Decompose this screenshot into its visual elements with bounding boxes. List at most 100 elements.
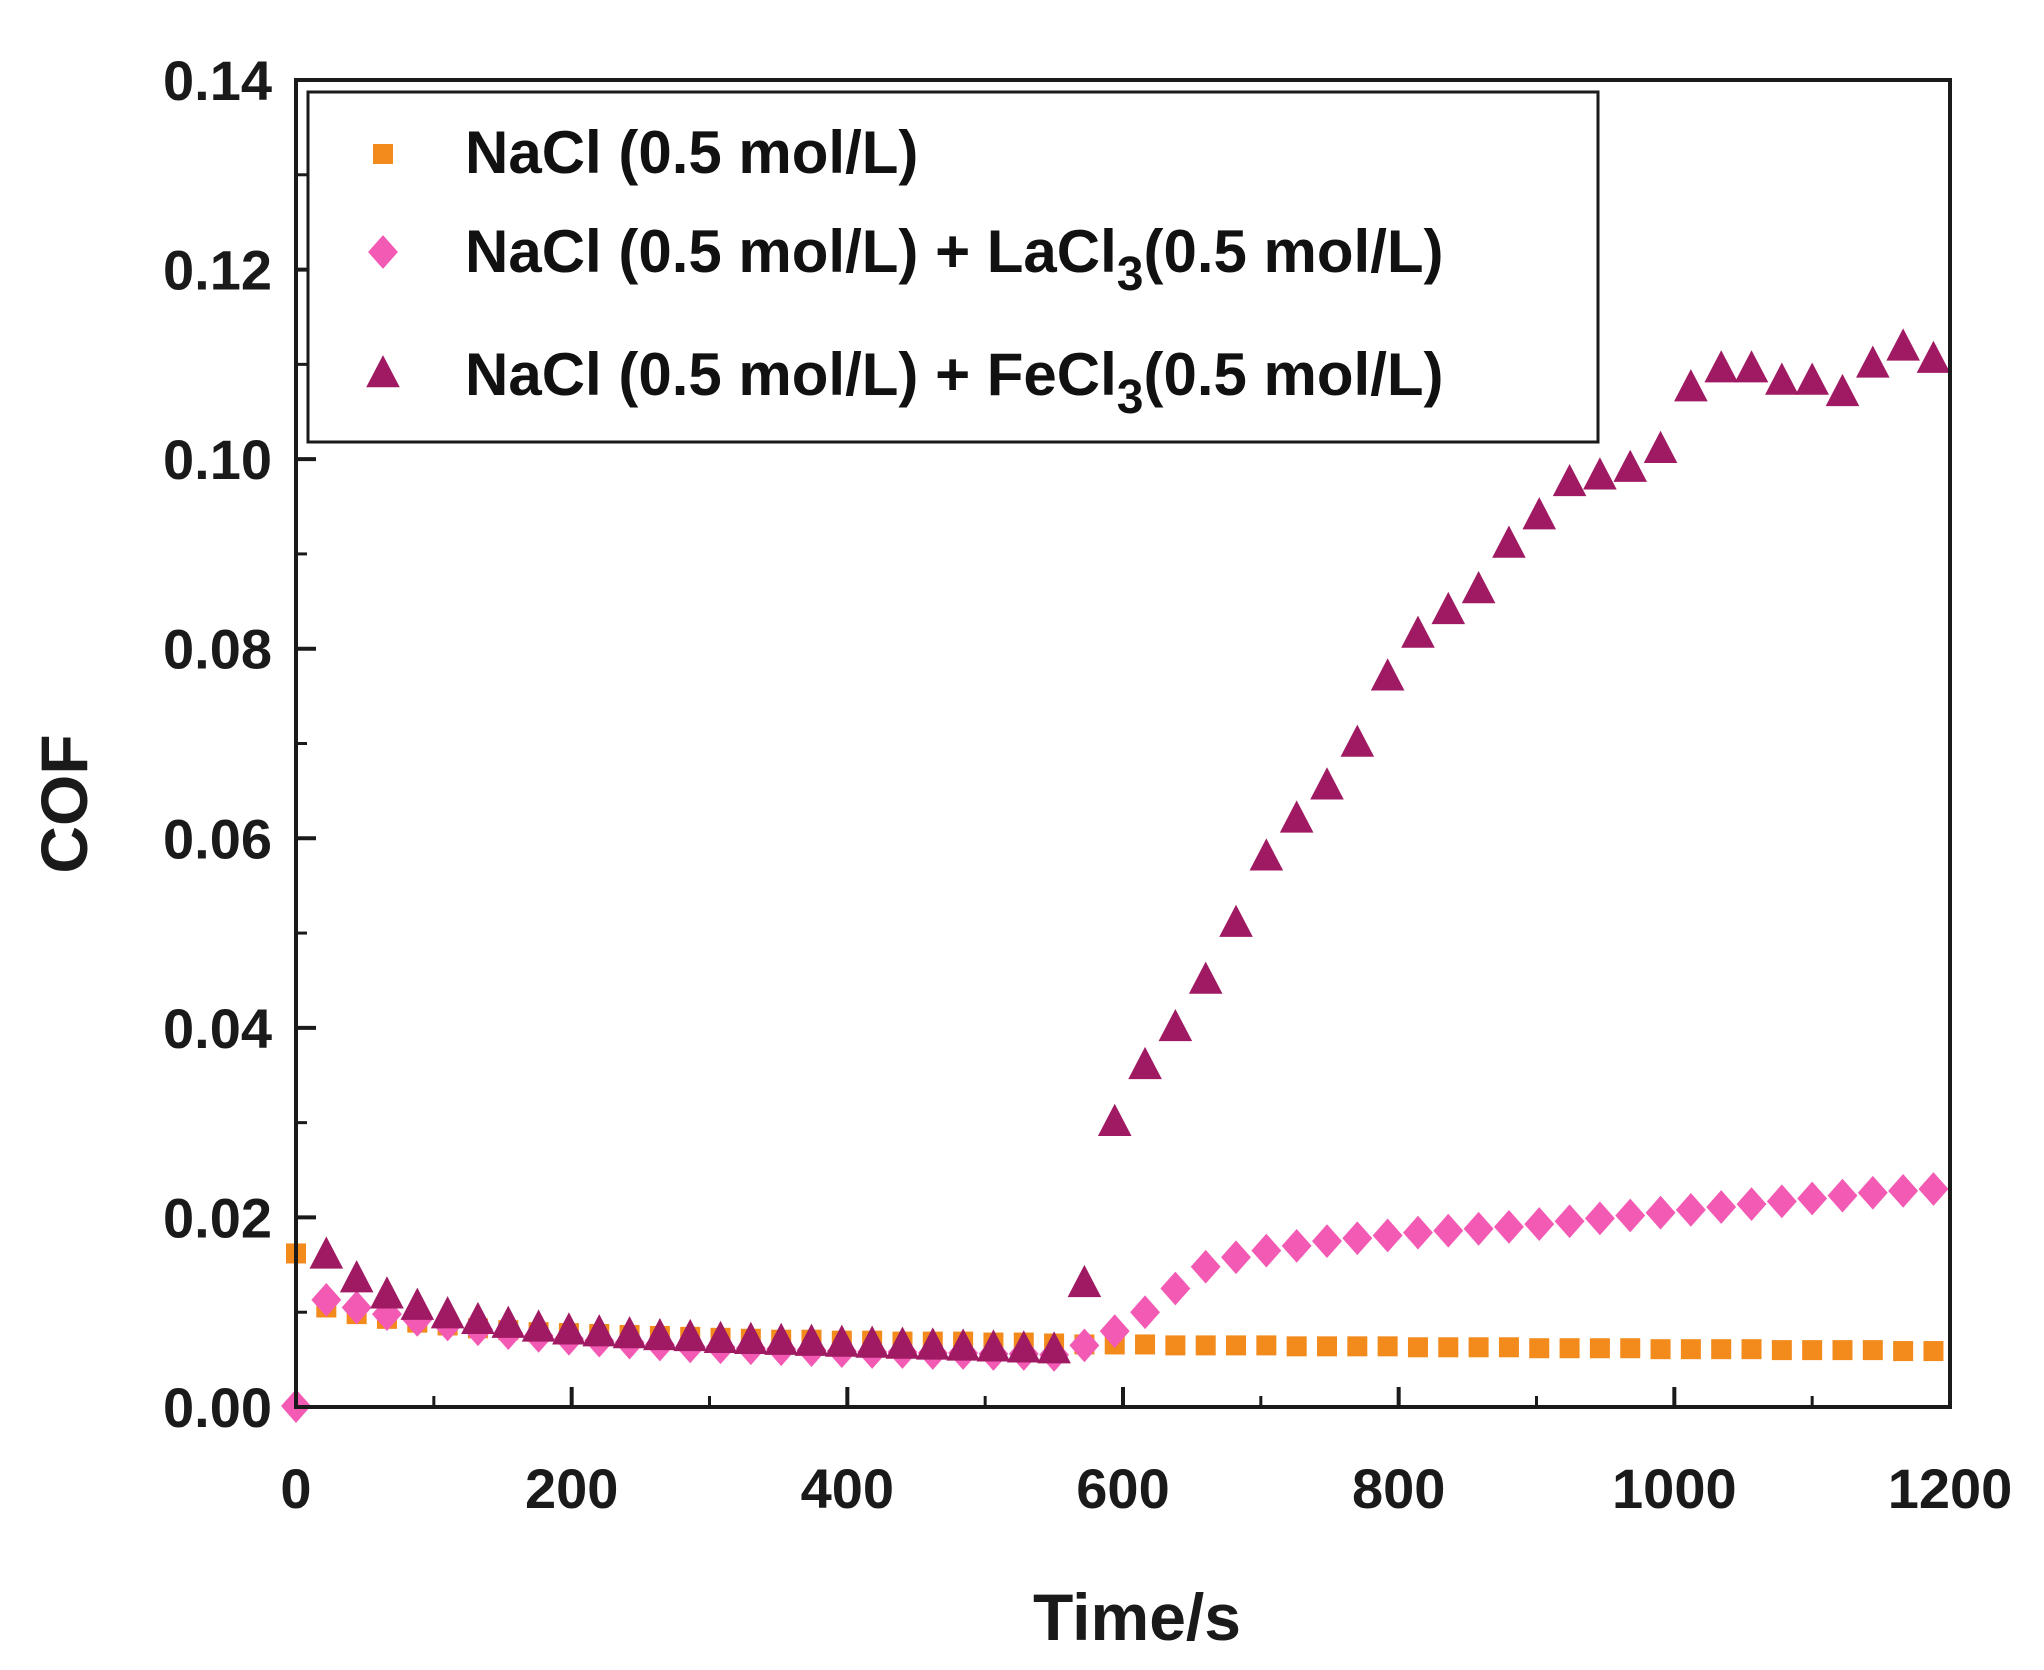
x-tick-label: 1000	[1612, 1457, 1737, 1520]
data-point-square	[1741, 1339, 1762, 1360]
data-point-triangle	[1674, 369, 1708, 402]
data-point-square	[1529, 1338, 1550, 1359]
data-point-square	[1286, 1336, 1307, 1357]
data-point-diamond	[1160, 1271, 1191, 1306]
data-point-triangle	[1461, 571, 1496, 604]
legend-markers	[366, 144, 400, 388]
data-point-triangle	[582, 1314, 617, 1347]
y-tick-label: 0.04	[163, 997, 272, 1060]
data-point-triangle	[673, 1318, 708, 1352]
data-point-triangle	[1583, 457, 1617, 490]
plot-frame	[294, 78, 1952, 1409]
x-tick-label: 200	[525, 1457, 618, 1520]
data-point-triangle	[309, 1236, 344, 1269]
data-point-diamond	[1554, 1204, 1585, 1239]
data-point-square	[1316, 1336, 1337, 1357]
data-point-triangle	[915, 1327, 950, 1360]
data-point-triangle	[764, 1322, 798, 1355]
data-point-square	[1165, 1335, 1186, 1356]
data-point-diamond	[1797, 1181, 1828, 1216]
y-tick-label: 0.12	[163, 239, 272, 302]
data-point-triangle	[825, 1324, 859, 1357]
data-point-square	[1832, 1340, 1853, 1361]
data-point-square	[1650, 1339, 1671, 1360]
data-point-triangle	[1886, 328, 1920, 361]
data-point-triangle	[1643, 430, 1678, 463]
data-point-diamond	[1130, 1295, 1161, 1330]
data-point-diamond	[1493, 1210, 1524, 1244]
legend-marker-square	[373, 144, 393, 164]
data-point-diamond	[1888, 1173, 1919, 1208]
legend-marker-diamond	[368, 235, 398, 269]
data-point-diamond	[1827, 1178, 1858, 1213]
data-point-triangle	[734, 1321, 768, 1354]
data-point-diamond	[1463, 1211, 1494, 1246]
data-point-triangle	[1279, 800, 1314, 833]
data-point-triangle	[1310, 767, 1344, 800]
data-point-triangle	[946, 1328, 980, 1361]
y-tick-label: 0.00	[163, 1376, 272, 1439]
data-point-triangle	[1765, 362, 1799, 395]
data-point-triangle	[1704, 350, 1738, 383]
data-point-triangle	[1734, 350, 1769, 383]
data-point-triangle	[1825, 373, 1860, 407]
x-tick-label: 800	[1352, 1457, 1445, 1520]
data-point-triangle	[1006, 1330, 1041, 1363]
data-point-square	[1438, 1337, 1459, 1358]
data-point-triangle	[1552, 463, 1587, 497]
legend-label-nacl-lacl3: NaCl (0.5 mol/L) + LaCl3(0.5 mol/L)	[465, 218, 1444, 301]
y-tick-label: 0.10	[163, 428, 272, 491]
data-point-square	[1559, 1338, 1580, 1359]
data-point-triangle	[521, 1309, 556, 1342]
legend-box	[306, 90, 1600, 444]
data-point-square	[1802, 1340, 1823, 1361]
data-point-diamond	[1069, 1328, 1100, 1363]
data-point-triangle	[643, 1317, 677, 1351]
data-point-square	[1195, 1335, 1216, 1356]
data-point-diamond	[1615, 1198, 1646, 1233]
data-point-triangle	[370, 1276, 404, 1309]
data-point-square	[1468, 1337, 1489, 1358]
data-point-triangle	[1249, 838, 1284, 871]
tick-labels: 0 200 400 600 800 1000 1200 0.00 0.02 0.04 0.06 0.0…	[163, 49, 2012, 1520]
data-point-triangle	[1158, 1008, 1193, 1042]
data-point-square	[1771, 1340, 1792, 1361]
x-axis-title: Time/s	[1033, 1580, 1241, 1654]
data-point-triangle	[1370, 658, 1405, 691]
data-point-diamond	[1221, 1240, 1251, 1275]
data-point-triangle	[1856, 345, 1890, 378]
data-point-diamond	[1312, 1224, 1342, 1259]
legend: NaCl (0.5 mol/L) NaCl (0.5 mol/L) + LaCl…	[306, 90, 1600, 444]
data-point-diamond	[1099, 1314, 1130, 1349]
data-point-square	[1498, 1337, 1519, 1358]
data-point-triangle	[1613, 449, 1648, 482]
data-point-triangle	[461, 1301, 495, 1335]
data-point-triangle	[552, 1312, 586, 1345]
data-point-diamond	[1403, 1215, 1433, 1250]
y-axis-title: COF	[27, 734, 101, 873]
data-point-diamond	[1251, 1233, 1282, 1268]
data-point-triangle	[1188, 961, 1223, 994]
data-point-triangle	[794, 1323, 829, 1356]
data-point-diamond	[1524, 1207, 1555, 1241]
data-point-square	[1893, 1341, 1914, 1362]
data-point-diamond	[1857, 1175, 1888, 1210]
data-point-triangle	[1219, 904, 1253, 937]
y-tick-label: 0.14	[163, 49, 272, 112]
data-point-diamond	[1372, 1218, 1403, 1253]
data-point-square	[1377, 1336, 1398, 1357]
data-point-triangle	[1340, 724, 1375, 757]
data-point-triangle	[400, 1287, 435, 1320]
series-1	[281, 1172, 1949, 1423]
data-point-triangle	[1097, 1103, 1132, 1136]
data-point-triangle	[1431, 591, 1466, 625]
data-point-square	[1620, 1338, 1641, 1359]
data-point-diamond	[341, 1290, 372, 1325]
data-point-triangle	[430, 1296, 465, 1329]
data-point-diamond	[1706, 1190, 1737, 1224]
data-point-diamond	[1736, 1187, 1767, 1222]
data-point-triangle	[703, 1320, 738, 1354]
data-point-triangle	[1492, 525, 1526, 558]
data-point-diamond	[1918, 1172, 1949, 1206]
data-point-triangle	[491, 1305, 526, 1338]
